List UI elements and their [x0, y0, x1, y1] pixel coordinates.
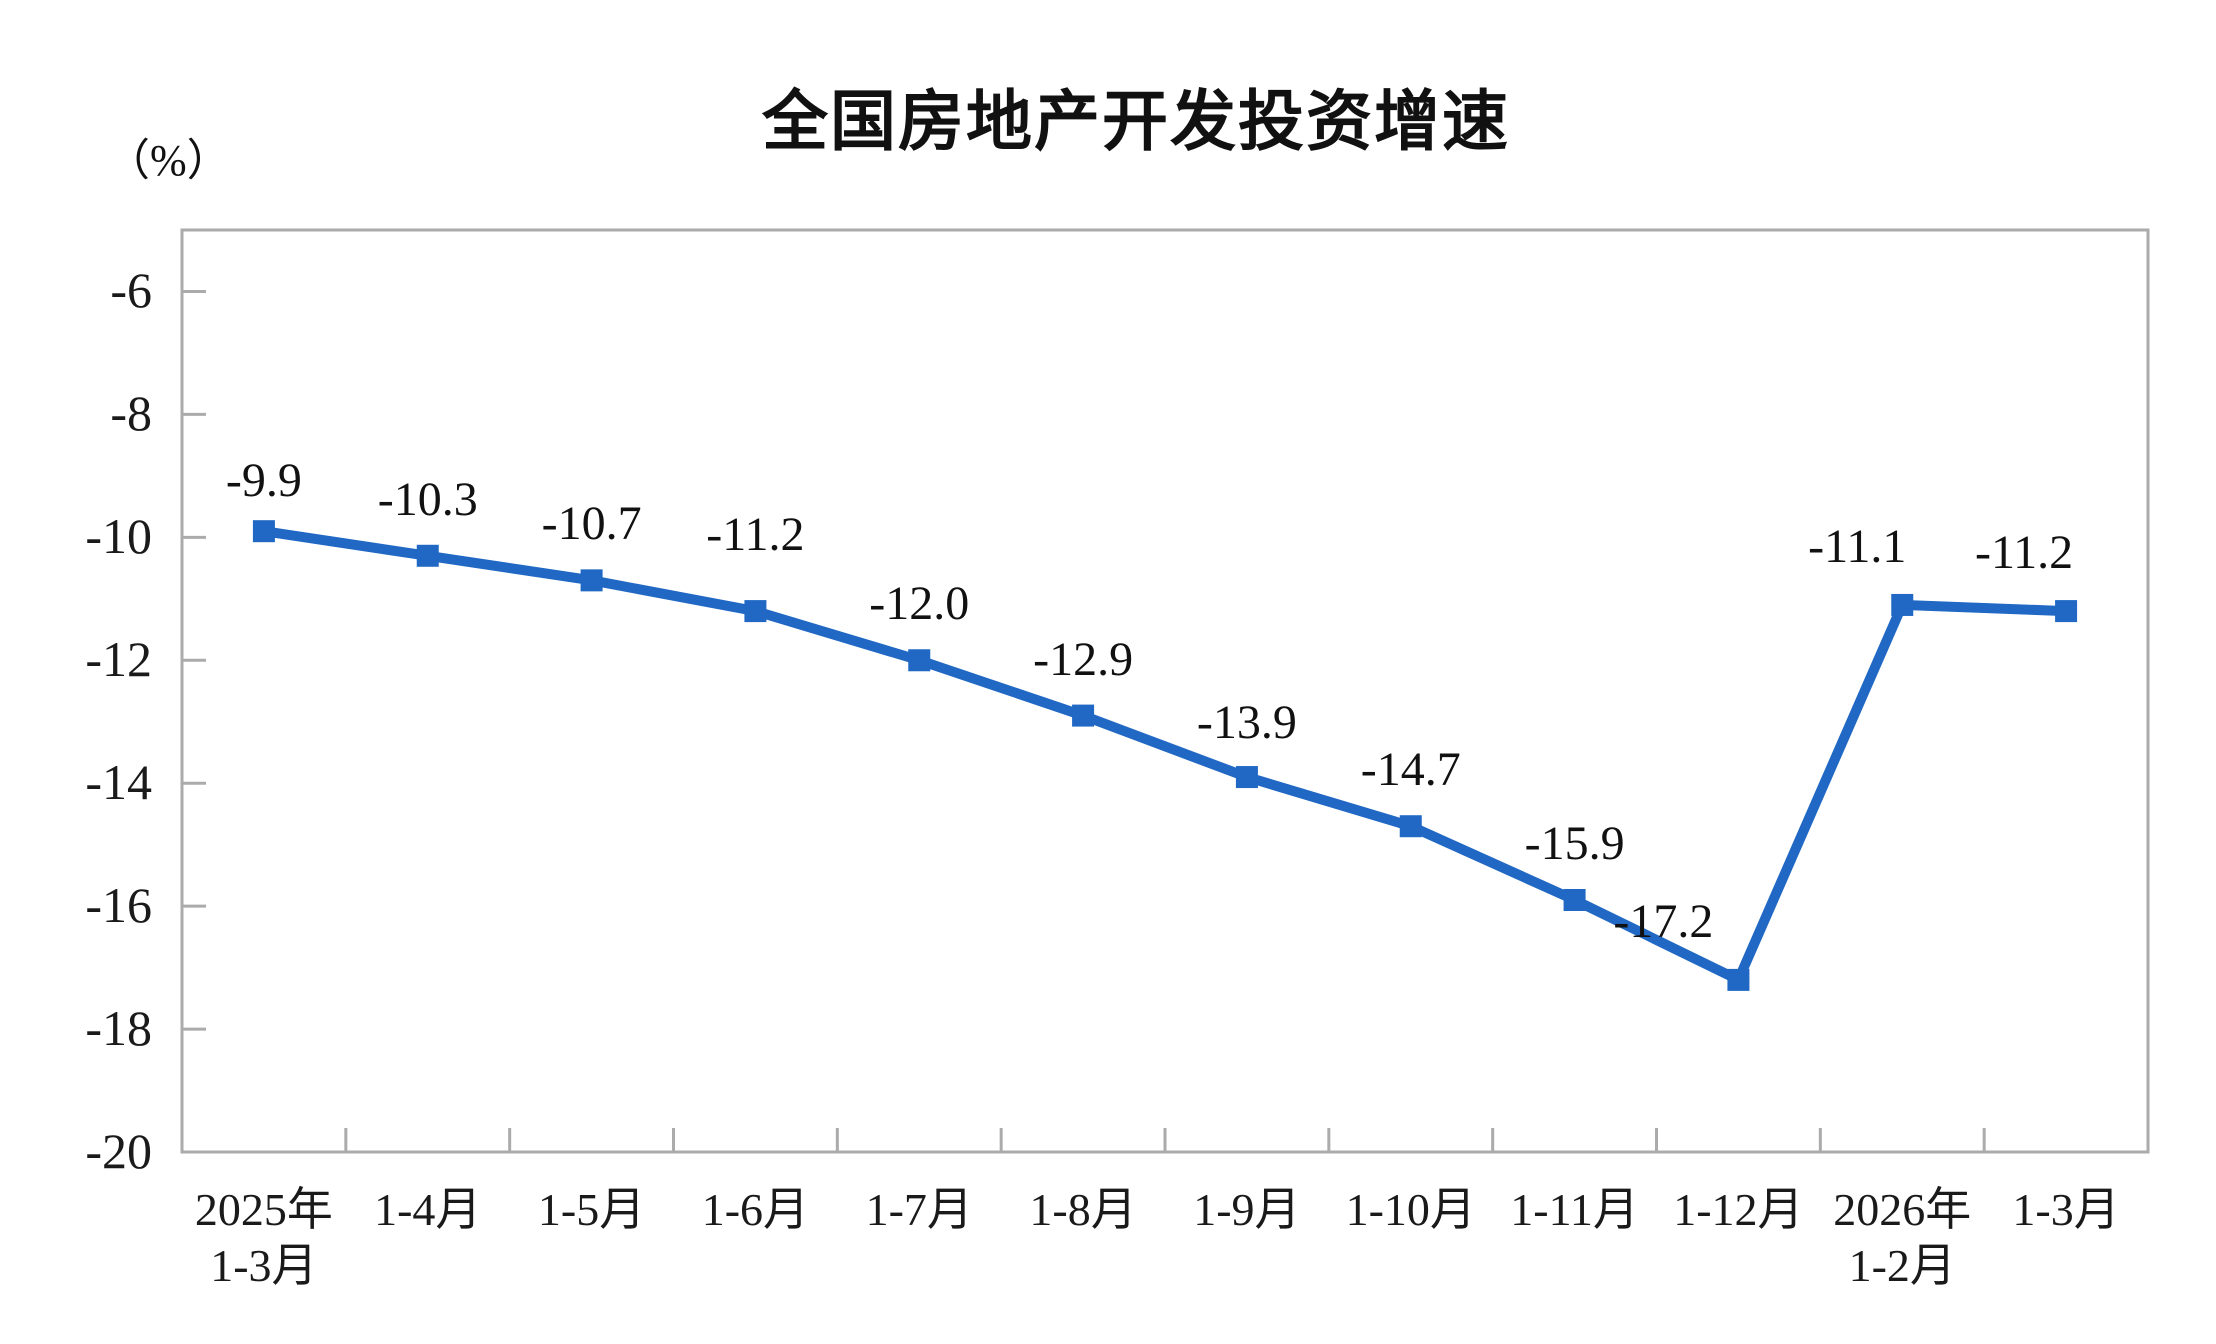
- data-point-marker: [1399, 815, 1422, 838]
- plot-border: [180, 228, 2150, 1154]
- y-axis-unit-label: （%）: [106, 136, 231, 185]
- data-point-marker: [1563, 888, 1586, 911]
- data-point-marker: [580, 569, 603, 592]
- data-point-marker: [1235, 766, 1258, 789]
- data-point-marker: [252, 520, 275, 543]
- series-line: [263, 526, 2067, 987]
- data-point-marker: [1727, 968, 1750, 991]
- data-point-marker: [1891, 593, 1914, 616]
- data-point-marker: [908, 649, 931, 672]
- data-point-marker: [1072, 704, 1095, 727]
- data-point-marker: [2055, 600, 2078, 623]
- chart-title: 全国房地产开发投资增速: [762, 84, 1510, 158]
- data-point-marker: [416, 544, 439, 567]
- data-point-marker: [744, 600, 767, 623]
